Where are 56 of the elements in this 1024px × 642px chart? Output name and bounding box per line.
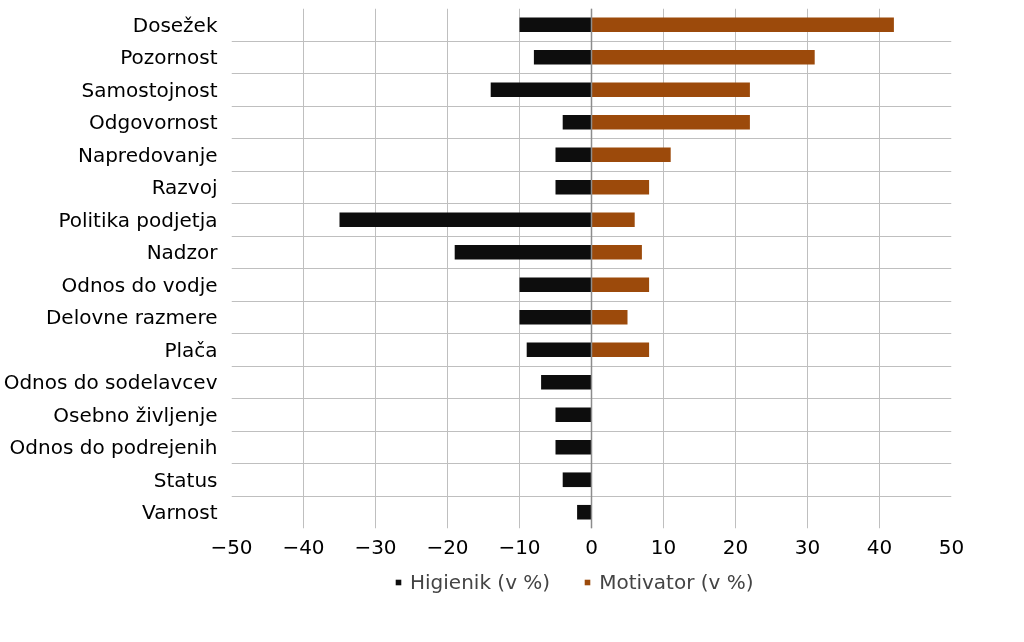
bar [591,17,894,33]
bar [591,309,628,325]
y-tick-label: Odnos do podrejenih [9,435,218,460]
x-tick-label: −20 [426,534,469,559]
bar [555,147,592,163]
bar [555,179,592,195]
bar [591,114,750,130]
bar [339,212,592,228]
bar [591,179,650,195]
bar [555,439,592,455]
bar [562,114,592,130]
x-tick-label: −10 [498,534,541,559]
bar [541,374,592,390]
y-tick-label: Politika podjetja [58,207,218,232]
bar [519,277,592,293]
bar [526,342,592,358]
bar [591,277,650,293]
bar [454,244,592,260]
bar [591,147,671,163]
x-tick-label: 30 [794,534,821,559]
y-tick-label: Delovne razmere [45,305,218,330]
bar [591,82,750,98]
y-tick-label: Status [153,467,218,492]
bar [555,407,592,423]
x-tick-label: −40 [282,534,325,559]
bar [519,309,592,325]
legend-label: Motivator (v %) [599,570,754,594]
x-tick-label: −50 [210,534,253,559]
y-tick-label: Varnost [142,500,218,525]
x-tick-label: −30 [354,534,397,559]
y-tick-label: Odnos do sodelavcev [3,370,218,395]
x-tick-label: 50 [938,534,965,559]
y-tick-label: Razvoj [151,175,218,200]
y-tick-label: Napredovanje [77,142,218,167]
bar [490,82,592,98]
bar [591,244,642,260]
y-tick-label: Dosežek [132,12,218,37]
bar [562,472,592,488]
bar [591,49,815,65]
x-tick-label: 0 [585,534,598,559]
bar [577,504,592,520]
x-tick-label: 40 [866,534,893,559]
x-tick-label: 10 [650,534,677,559]
bar [533,49,592,65]
y-tick-label: Osebno življenje [53,402,218,427]
y-tick-label: Pozornost [120,45,218,70]
y-tick-label: Nadzor [146,240,219,265]
y-tick-label: Samostojnost [81,77,218,102]
y-tick-label: Plača [164,337,218,362]
bar [591,342,650,358]
bar [591,212,635,228]
bar [519,17,592,33]
y-tick-label: Odnos do vodje [61,272,218,297]
x-tick-label: 20 [722,534,749,559]
legend-label: Higienik (v %) [410,570,551,594]
y-tick-label: Odgovornost [89,110,218,135]
